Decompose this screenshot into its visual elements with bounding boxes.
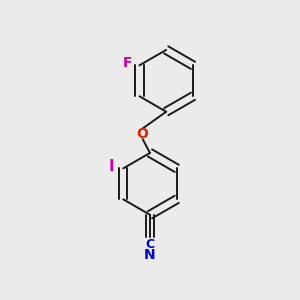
Text: I: I [109,159,114,174]
Text: F: F [123,56,132,70]
Text: C: C [146,238,154,251]
Text: O: O [137,127,148,141]
Text: N: N [144,248,156,262]
